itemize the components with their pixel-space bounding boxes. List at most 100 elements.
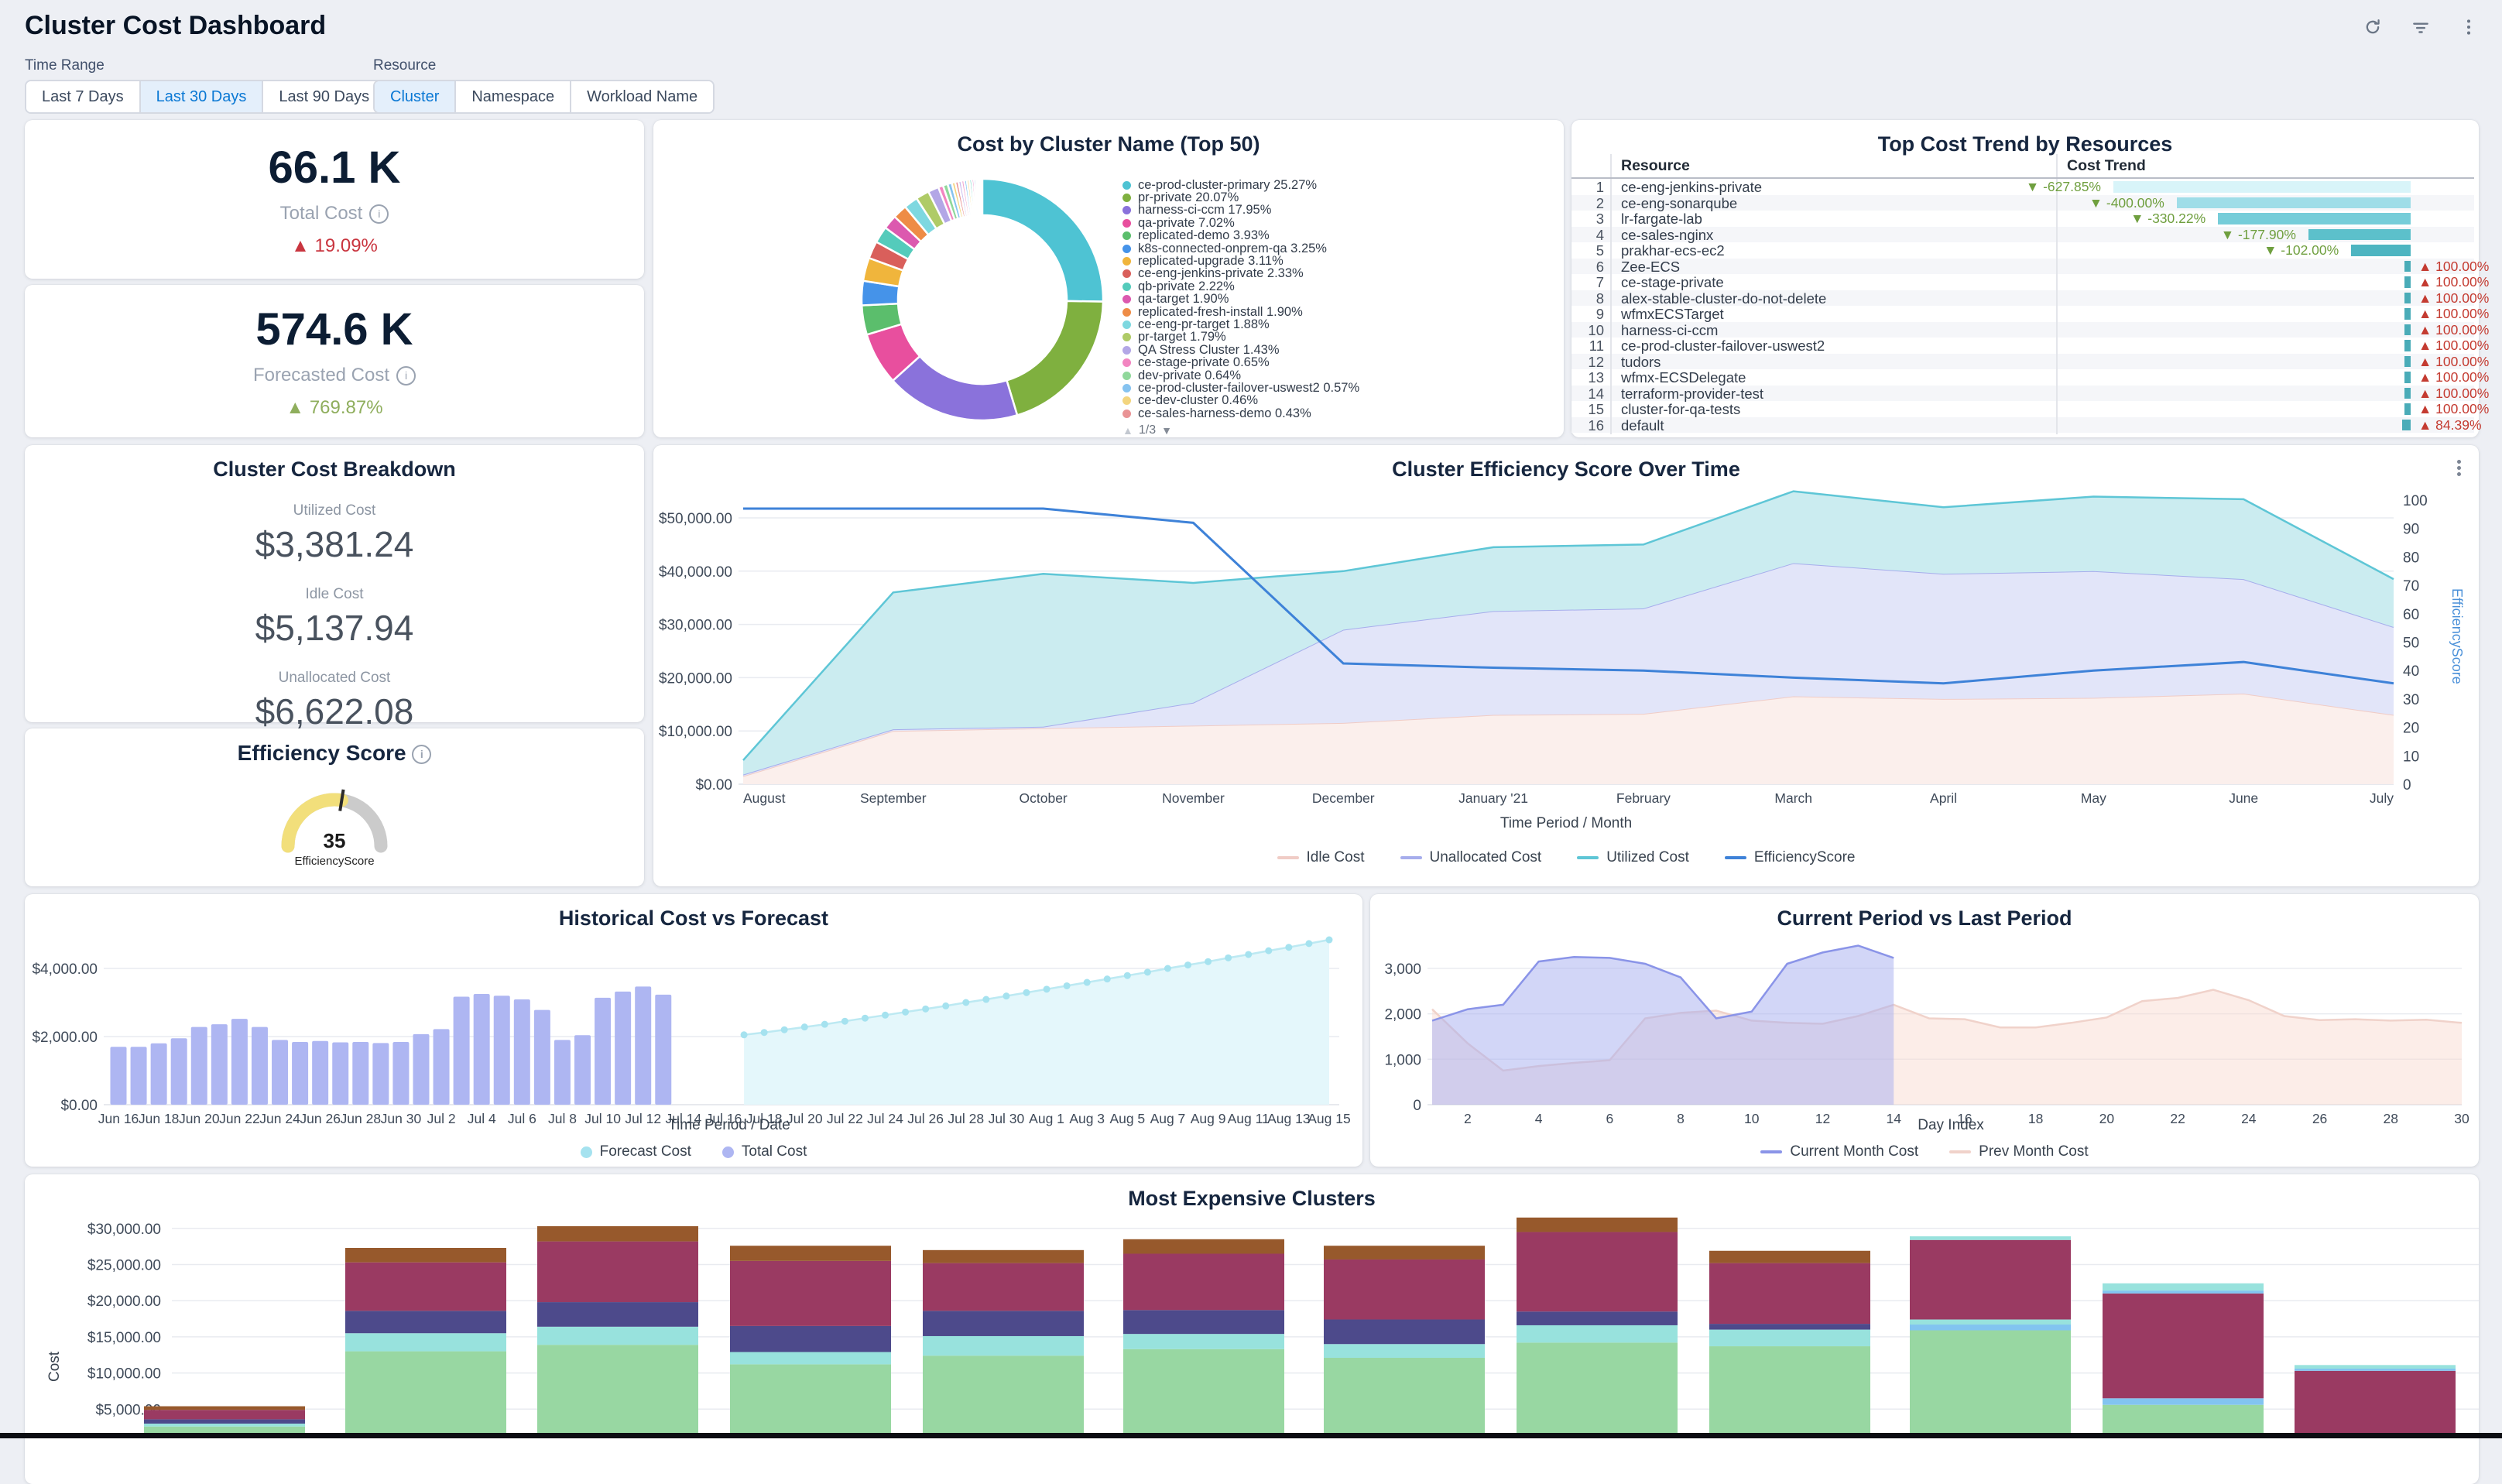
- current-vs-last-title: Current Period vs Last Period: [1777, 907, 2072, 930]
- svg-text:Jul 24: Jul 24: [867, 1111, 903, 1126]
- legend-item[interactable]: dev-private 0.64%: [1122, 368, 1359, 382]
- table-row[interactable]: 12 tudors ▲ 100.00%: [1571, 353, 2489, 371]
- legend-item[interactable]: pr-target 1.79%: [1122, 330, 1359, 344]
- total-cost-value: 66.1 K: [268, 142, 401, 193]
- dashboard-screen: Cluster Cost Dashboard Time Range Last 7…: [0, 11, 2502, 1484]
- legend-item[interactable]: pr-private 20.07%: [1122, 190, 1359, 204]
- table-row[interactable]: 1 ce-eng-jenkins-private ▼ -627.85%: [1571, 179, 2474, 196]
- svg-text:60: 60: [2403, 607, 2419, 623]
- svg-text:4: 4: [1535, 1111, 1543, 1126]
- table-row[interactable]: 15 cluster-for-qa-tests ▲ 100.00%: [1588, 401, 2490, 418]
- svg-text:Aug 13: Aug 13: [1267, 1111, 1310, 1126]
- legend-item[interactable]: qa-private 7.02%: [1122, 216, 1359, 230]
- legend-item[interactable]: Current Month Cost: [1760, 1143, 1918, 1160]
- svg-text:0: 0: [1413, 1098, 1421, 1114]
- legend-item[interactable]: qb-private 2.22%: [1122, 279, 1359, 293]
- svg-text:Jun 22: Jun 22: [219, 1111, 260, 1126]
- legend-item[interactable]: Total Cost: [721, 1143, 807, 1160]
- legend-item[interactable]: k8s-connected-onprem-qa 3.25%: [1122, 242, 1359, 255]
- svg-text:February: February: [1616, 790, 1671, 806]
- efficiency-over-time-chart[interactable]: $0.00 $10,000.00 $20,000.00 $30,000.00 $40,0…: [653, 445, 2479, 832]
- table-row[interactable]: 7 ce-stage-private ▲ 100.00%: [1595, 274, 2490, 291]
- legend-item[interactable]: Idle Cost: [1277, 849, 1365, 866]
- legend-item[interactable]: Prev Month Cost: [1949, 1143, 2089, 1160]
- svg-text:70: 70: [2403, 578, 2419, 595]
- cost-by-cluster-donut-chart[interactable]: [746, 159, 1211, 437]
- table-row[interactable]: 13 wfmx-ECSDelegate ▲ 100.00%: [1588, 369, 2490, 386]
- filter-option-last-90-days[interactable]: Last 90 Days: [263, 81, 387, 112]
- filter-icon[interactable]: [2411, 17, 2431, 37]
- refresh-icon[interactable]: [2363, 17, 2383, 37]
- cluster-cost-breakdown-card: Cluster Cost Breakdown Utilized Cost $3,…: [25, 445, 644, 732]
- filter-option-cluster[interactable]: Cluster: [375, 81, 457, 112]
- svg-text:Jun 16: Jun 16: [98, 1111, 139, 1126]
- svg-text:2,000: 2,000: [1384, 1007, 1421, 1023]
- column-header-cost-trend[interactable]: Cost Trend: [2056, 154, 2474, 177]
- table-row[interactable]: 9 wfmxECSTarget ▲ 100.00%: [1595, 306, 2490, 323]
- table-row[interactable]: 14 terraform-provider-test ▲ 100.00%: [1571, 385, 2489, 403]
- more-menu-icon[interactable]: [2459, 17, 2479, 37]
- efficiency-gauge: 35 EfficiencyScore: [25, 769, 644, 868]
- x-axis-title: Day Index: [1918, 1117, 1984, 1133]
- info-icon[interactable]: i: [412, 745, 432, 764]
- svg-text:16: 16: [1957, 1111, 1972, 1126]
- legend-item[interactable]: replicated-fresh-install 1.90%: [1122, 305, 1359, 319]
- svg-text:2: 2: [1464, 1111, 1472, 1126]
- table-row[interactable]: 6 Zee-ECS ▲ 100.00%: [1571, 258, 2489, 276]
- legend-item[interactable]: ce-eng-pr-target 1.88%: [1122, 317, 1359, 331]
- table-row[interactable]: 2 ce-eng-sonarqube ▼ -400.00%: [1571, 194, 2474, 212]
- legend-item[interactable]: Utilized Cost: [1577, 849, 1689, 866]
- breakdown-title: Cluster Cost Breakdown: [213, 458, 456, 481]
- legend-item[interactable]: Unallocated Cost: [1400, 849, 1541, 866]
- svg-text:10: 10: [1744, 1111, 1760, 1126]
- svg-text:October: October: [1020, 790, 1068, 806]
- legend-page-down-icon[interactable]: ▼: [1161, 424, 1172, 437]
- resource-label: Resource: [373, 57, 437, 74]
- svg-text:Aug 9: Aug 9: [1191, 1111, 1226, 1126]
- card-menu-icon[interactable]: [2457, 458, 2462, 478]
- svg-text:18: 18: [2028, 1111, 2043, 1126]
- legend-item[interactable]: ce-prod-cluster-failover-uswest2 0.57%: [1122, 381, 1359, 395]
- svg-text:$40,000.00: $40,000.00: [659, 564, 732, 581]
- x-axis-title: Time Period / Month: [1499, 815, 1633, 831]
- svg-text:80: 80: [2403, 550, 2419, 566]
- legend-item[interactable]: qa-target 1.90%: [1122, 292, 1359, 306]
- svg-text:November: November: [1162, 790, 1225, 806]
- legend-item[interactable]: replicated-demo 3.93%: [1122, 228, 1359, 242]
- svg-text:Aug 1: Aug 1: [1029, 1111, 1064, 1126]
- legend-item[interactable]: ce-dev-cluster 0.46%: [1122, 393, 1359, 407]
- info-icon[interactable]: i: [369, 204, 389, 224]
- historical-vs-forecast-card: Historical Cost vs Forecast $0.00 $2,000.…: [25, 894, 1362, 1167]
- table-row[interactable]: 10 harness-ci-ccm ▲ 100.00%: [1571, 321, 2489, 339]
- table-row[interactable]: 4 ce-sales-nginx ▼ -177.90%: [1571, 226, 2474, 244]
- legend-page-up-icon[interactable]: ▲: [1122, 424, 1133, 437]
- svg-text:50: 50: [2403, 636, 2419, 652]
- table-row[interactable]: 8 alex-stable-cluster-do-not-delete ▲ 100.…: [1571, 290, 2489, 307]
- legend-item[interactable]: QA Stress Cluster 1.43%: [1122, 343, 1359, 357]
- forecasted-cost-value: 574.6 K: [255, 304, 413, 355]
- legend-item[interactable]: EfficiencyScore: [1724, 849, 1855, 866]
- legend-item[interactable]: ce-prod-cluster-primary 25.27%: [1122, 178, 1359, 192]
- most-expensive-chart[interactable]: $5,000.00$10,000.00$15,000.00$20,000.00$…: [25, 1174, 2479, 1438]
- svg-text:Jul 14: Jul 14: [666, 1111, 702, 1126]
- legend-item[interactable]: ce-eng-jenkins-private 2.33%: [1122, 266, 1359, 280]
- filter-option-last-30-days[interactable]: Last 30 Days: [140, 81, 264, 112]
- column-header-resource[interactable]: Resource: [1610, 154, 2056, 177]
- table-row[interactable]: 11 ce-prod-cluster-failover-uswest2 ▲ 100.…: [1589, 338, 2490, 355]
- gauge-caption: EfficiencyScore: [294, 855, 375, 868]
- table-row[interactable]: 5 prakhar-ecs-ec2 ▼ -102.00%: [1571, 242, 2474, 259]
- filter-option-last-7-days[interactable]: Last 7 Days: [26, 81, 141, 112]
- filter-option-workload-name[interactable]: Workload Name: [571, 81, 714, 112]
- legend-item[interactable]: replicated-upgrade 3.11%: [1122, 254, 1359, 268]
- legend-item[interactable]: Forecast Cost: [580, 1143, 691, 1160]
- legend-item[interactable]: ce-sales-harness-demo 0.43%: [1122, 406, 1359, 420]
- filter-option-namespace[interactable]: Namespace: [456, 81, 572, 112]
- svg-text:Jun 26: Jun 26: [300, 1111, 341, 1126]
- table-row[interactable]: 16 default ▲ 84.39%: [1571, 416, 2482, 434]
- table-row[interactable]: 3 lr-fargate-lab ▼ -330.22%: [1571, 211, 2474, 228]
- legend-item[interactable]: ce-stage-private 0.65%: [1122, 355, 1359, 369]
- legend-item[interactable]: harness-ci-ccm 17.95%: [1122, 203, 1359, 217]
- info-icon[interactable]: i: [396, 365, 416, 386]
